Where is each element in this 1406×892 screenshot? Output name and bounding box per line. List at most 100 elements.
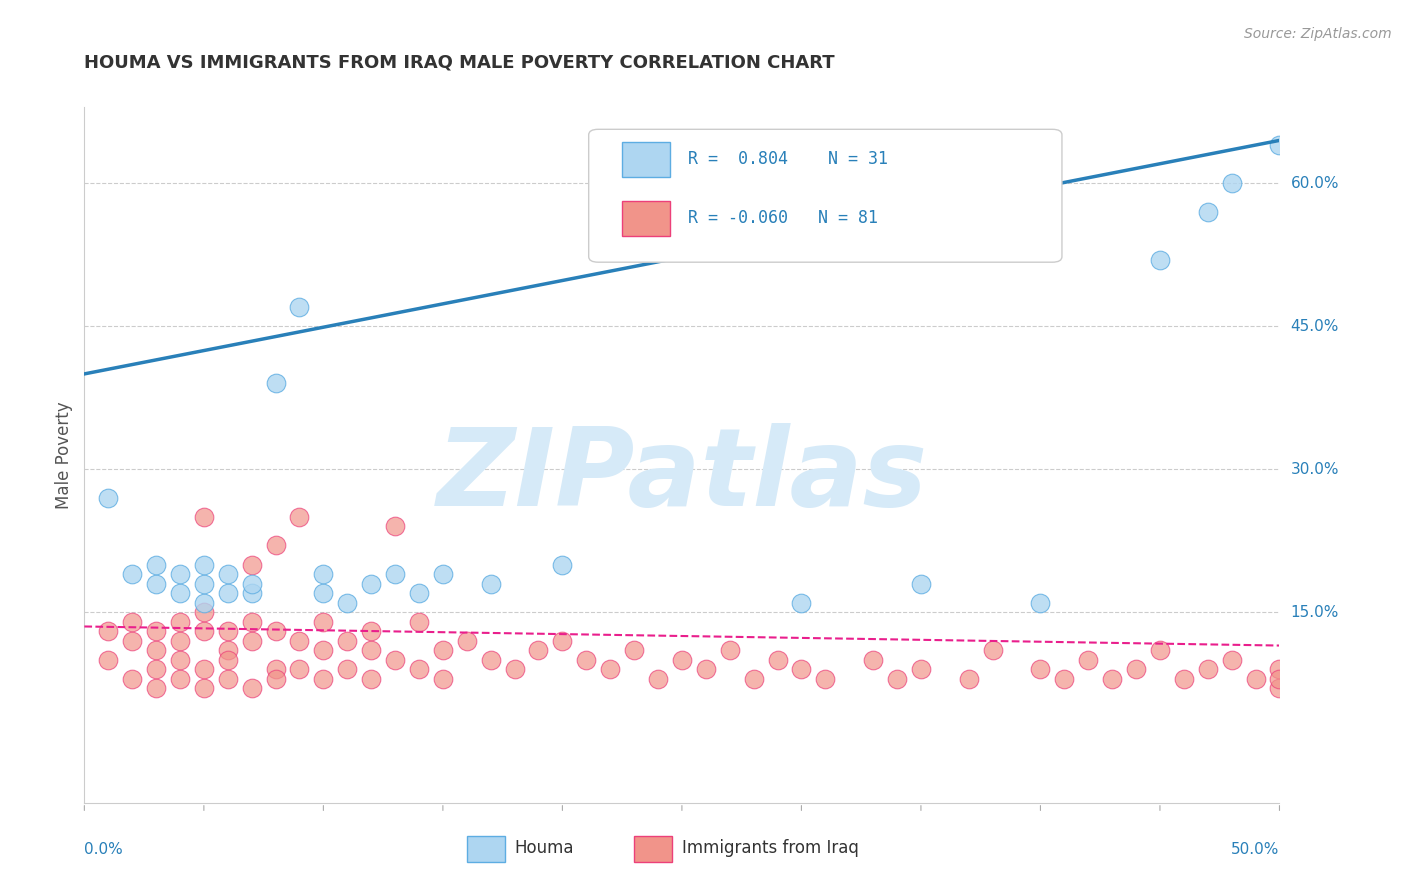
- Point: [742, 672, 765, 686]
- Bar: [467, 836, 505, 862]
- Point: [1220, 653, 1243, 667]
- Point: [193, 576, 215, 591]
- Text: Immigrants from Iraq: Immigrants from Iraq: [682, 839, 859, 857]
- Point: [169, 672, 191, 686]
- Point: [169, 633, 191, 648]
- Point: [862, 653, 884, 667]
- Text: 45.0%: 45.0%: [1291, 318, 1339, 334]
- Point: [599, 662, 621, 676]
- Point: [671, 653, 693, 667]
- Point: [312, 586, 335, 600]
- Point: [623, 643, 645, 657]
- Point: [264, 672, 287, 686]
- Point: [981, 643, 1004, 657]
- Point: [336, 662, 359, 676]
- Point: [240, 558, 263, 572]
- Point: [312, 567, 335, 582]
- Point: [240, 615, 263, 629]
- Point: [790, 662, 813, 676]
- Point: [551, 558, 574, 572]
- Text: 0.0%: 0.0%: [84, 842, 124, 856]
- Text: ZIPatlas: ZIPatlas: [436, 423, 928, 529]
- Point: [384, 519, 406, 533]
- Point: [910, 576, 932, 591]
- Point: [910, 662, 932, 676]
- Point: [145, 643, 167, 657]
- Point: [193, 596, 215, 610]
- Point: [360, 672, 382, 686]
- Point: [1220, 176, 1243, 190]
- Point: [121, 567, 143, 582]
- Point: [97, 491, 120, 505]
- Point: [264, 539, 287, 553]
- Point: [145, 681, 167, 696]
- Point: [288, 633, 311, 648]
- Point: [217, 643, 239, 657]
- Point: [264, 662, 287, 676]
- Point: [169, 567, 191, 582]
- Point: [1268, 662, 1291, 676]
- Point: [1268, 672, 1291, 686]
- Point: [1053, 672, 1076, 686]
- Point: [432, 567, 454, 582]
- Point: [360, 624, 382, 639]
- Point: [336, 633, 359, 648]
- Point: [193, 509, 215, 524]
- Point: [288, 300, 311, 314]
- Point: [1268, 681, 1291, 696]
- Point: [217, 653, 239, 667]
- Point: [288, 662, 311, 676]
- Point: [456, 633, 478, 648]
- Point: [145, 576, 167, 591]
- Point: [169, 615, 191, 629]
- Point: [695, 662, 717, 676]
- Text: 15.0%: 15.0%: [1291, 605, 1339, 620]
- Point: [718, 643, 741, 657]
- Point: [145, 624, 167, 639]
- Point: [551, 633, 574, 648]
- Point: [479, 576, 502, 591]
- Point: [312, 672, 335, 686]
- Point: [886, 672, 908, 686]
- Point: [1149, 252, 1171, 267]
- Point: [193, 558, 215, 572]
- Point: [384, 653, 406, 667]
- Point: [312, 615, 335, 629]
- Text: 30.0%: 30.0%: [1291, 462, 1339, 476]
- Point: [432, 643, 454, 657]
- Point: [479, 653, 502, 667]
- Point: [169, 653, 191, 667]
- Point: [360, 576, 382, 591]
- Point: [1197, 205, 1219, 219]
- Bar: [634, 836, 672, 862]
- Bar: [621, 201, 669, 235]
- Text: 50.0%: 50.0%: [1232, 842, 1279, 856]
- Text: R =  0.804    N = 31: R = 0.804 N = 31: [688, 150, 887, 169]
- Point: [264, 376, 287, 391]
- Point: [217, 567, 239, 582]
- Text: Source: ZipAtlas.com: Source: ZipAtlas.com: [1244, 27, 1392, 41]
- Point: [432, 672, 454, 686]
- Point: [121, 615, 143, 629]
- Point: [240, 576, 263, 591]
- Point: [1029, 662, 1052, 676]
- Point: [1244, 672, 1267, 686]
- Point: [240, 586, 263, 600]
- Point: [1101, 672, 1123, 686]
- Point: [193, 624, 215, 639]
- Point: [193, 681, 215, 696]
- Point: [169, 586, 191, 600]
- Point: [647, 672, 669, 686]
- Text: HOUMA VS IMMIGRANTS FROM IRAQ MALE POVERTY CORRELATION CHART: HOUMA VS IMMIGRANTS FROM IRAQ MALE POVER…: [84, 54, 835, 71]
- FancyBboxPatch shape: [589, 129, 1062, 262]
- Point: [408, 586, 430, 600]
- Point: [121, 672, 143, 686]
- Point: [1268, 138, 1291, 153]
- Text: Houma: Houma: [515, 839, 574, 857]
- Point: [503, 662, 526, 676]
- Point: [360, 643, 382, 657]
- Point: [1173, 672, 1195, 686]
- Point: [240, 633, 263, 648]
- Point: [193, 662, 215, 676]
- Point: [1197, 662, 1219, 676]
